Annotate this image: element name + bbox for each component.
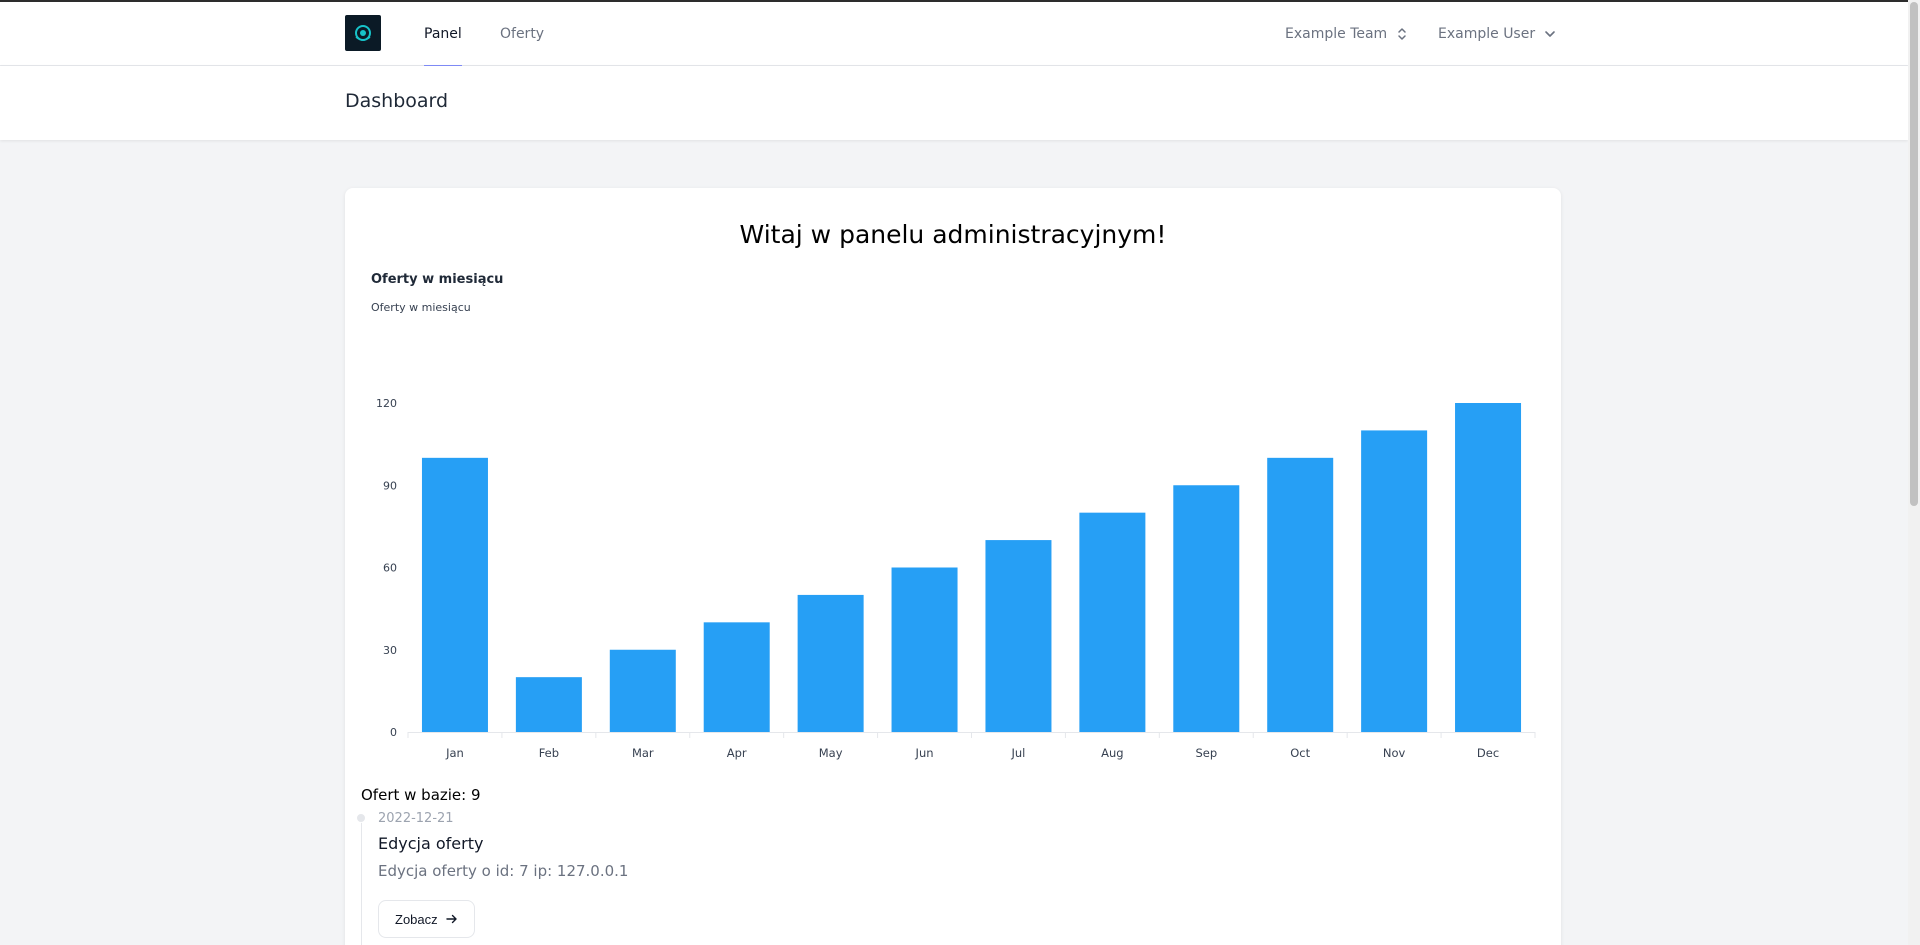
x-tick-label: Apr <box>727 746 747 760</box>
bar-sep <box>1173 485 1240 732</box>
y-tick-label: 120 <box>376 397 397 410</box>
x-tick-label: Aug <box>1101 746 1123 760</box>
page-scrollbar[interactable] <box>1908 0 1920 945</box>
x-tick-label: Sep <box>1195 746 1217 760</box>
nav-link-oferty[interactable]: Oferty <box>500 26 545 42</box>
offers-bar-chart: 0 30 60 90 120 Jan Feb Mar Apr May Jun Jul Aug Sep Oct… <box>376 397 1536 760</box>
user-menu[interactable]: Example User <box>1438 2 1557 66</box>
x-tick-label: Oct <box>1290 746 1310 760</box>
logo-icon <box>355 25 371 41</box>
welcome-heading: Witaj w panelu administracyjnym! <box>739 220 1167 249</box>
x-tick-label: Mar <box>632 746 654 760</box>
bar-feb <box>515 677 582 732</box>
x-tick-label: Dec <box>1477 746 1499 760</box>
top-navbar: Panel Oferty Example Team Example User <box>0 2 1908 67</box>
arrow-right-icon <box>445 914 457 924</box>
scrollbar-thumb[interactable] <box>1910 2 1918 506</box>
page-header: Dashboard <box>0 66 1908 140</box>
y-tick-label: 90 <box>383 479 397 492</box>
bar-apr <box>703 622 770 732</box>
y-tick-label: 0 <box>390 726 397 739</box>
dashboard-card: Witaj w panelu administracyjnym! Oferty … <box>345 188 1561 945</box>
chart-legend-label: Oferty w miesiącu <box>371 301 471 314</box>
bar-jan <box>421 457 488 732</box>
x-tick-label: Feb <box>539 746 559 760</box>
x-tick-label: Nov <box>1383 746 1406 760</box>
bar-jul <box>985 540 1052 732</box>
team-switcher[interactable]: Example Team <box>1285 2 1409 66</box>
chart-title: Oferty w miesiącu <box>371 272 504 287</box>
bar-nov <box>1361 430 1428 732</box>
timeline-description: Edycja oferty o id: 7 ip: 127.0.0.1 <box>378 862 629 880</box>
user-name: Example User <box>1438 26 1536 42</box>
chevron-down-icon <box>1545 31 1555 37</box>
x-tick-label: Jan <box>445 746 464 760</box>
bar-dec <box>1455 403 1522 732</box>
x-tick-label: Jun <box>915 746 934 760</box>
bar-jun <box>891 567 958 732</box>
page-title: Dashboard <box>345 90 449 112</box>
bar-may <box>797 594 864 732</box>
app-logo[interactable] <box>345 15 381 51</box>
team-name: Example Team <box>1285 26 1388 42</box>
timeline-dot <box>356 813 366 823</box>
timeline-date: 2022-12-21 <box>378 811 454 826</box>
bar-oct <box>1267 457 1334 732</box>
chevron-up-down-icon <box>1398 28 1406 40</box>
timeline-title: Edycja oferty <box>378 834 484 853</box>
timeline-line <box>361 816 362 945</box>
y-tick-label: 60 <box>383 562 397 575</box>
offer-count: Ofert w bazie: 9 <box>361 786 481 804</box>
x-tick-label: May <box>819 746 843 760</box>
bar-aug <box>1079 512 1146 732</box>
y-tick-label: 30 <box>383 644 397 657</box>
view-button-label: Zobacz <box>395 911 438 927</box>
bar-mar <box>609 649 676 732</box>
view-button[interactable]: Zobacz <box>378 900 475 938</box>
nav-link-panel[interactable]: Panel <box>424 2 462 67</box>
x-tick-label: Jul <box>1011 746 1026 760</box>
window-top-border <box>0 0 1908 2</box>
